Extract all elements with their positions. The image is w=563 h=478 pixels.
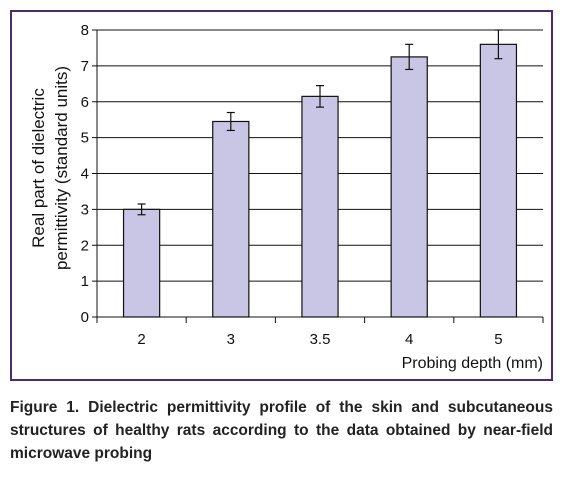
y-axis-label-line1: Real part of dielectric — [29, 88, 48, 248]
bar-5 — [479, 43, 518, 318]
y-tick-label: 2 — [81, 237, 89, 254]
bar-2 — [122, 208, 161, 318]
y-tick-label: 0 — [81, 309, 89, 326]
bar-3.5 — [301, 95, 339, 318]
y-tick-label: 7 — [81, 58, 89, 75]
bar-4 — [390, 56, 428, 318]
x-tick-label: 3 — [227, 331, 235, 348]
y-tick-label: 4 — [81, 166, 89, 183]
y-axis-label-line2: permittivity (standard units) — [52, 66, 71, 270]
y-axis-title: Real part of dielectric permittivity (st… — [29, 66, 71, 270]
tick-labels: 0 1 2 3 4 5 6 7 8 2 3 3.5 4 5 — [81, 22, 503, 348]
axes — [92, 29, 544, 323]
x-tick-label: 2 — [137, 331, 145, 348]
bars — [122, 29, 518, 318]
x-tick-label: 3.5 — [310, 331, 331, 348]
y-tick-label: 5 — [81, 130, 89, 147]
figure-caption: Figure 1. Dielectric permittivity profil… — [10, 399, 553, 462]
bar-3 — [212, 120, 250, 318]
x-axis-label: Probing depth (mm) — [402, 355, 543, 372]
x-tick-label: 4 — [405, 331, 413, 348]
y-tick-label: 6 — [81, 94, 89, 111]
x-tick-label: 5 — [494, 331, 502, 348]
y-tick-label: 8 — [81, 22, 89, 39]
chart-frame — [10, 10, 553, 381]
y-tick-label: 3 — [81, 201, 89, 218]
y-tick-label: 1 — [81, 273, 89, 290]
